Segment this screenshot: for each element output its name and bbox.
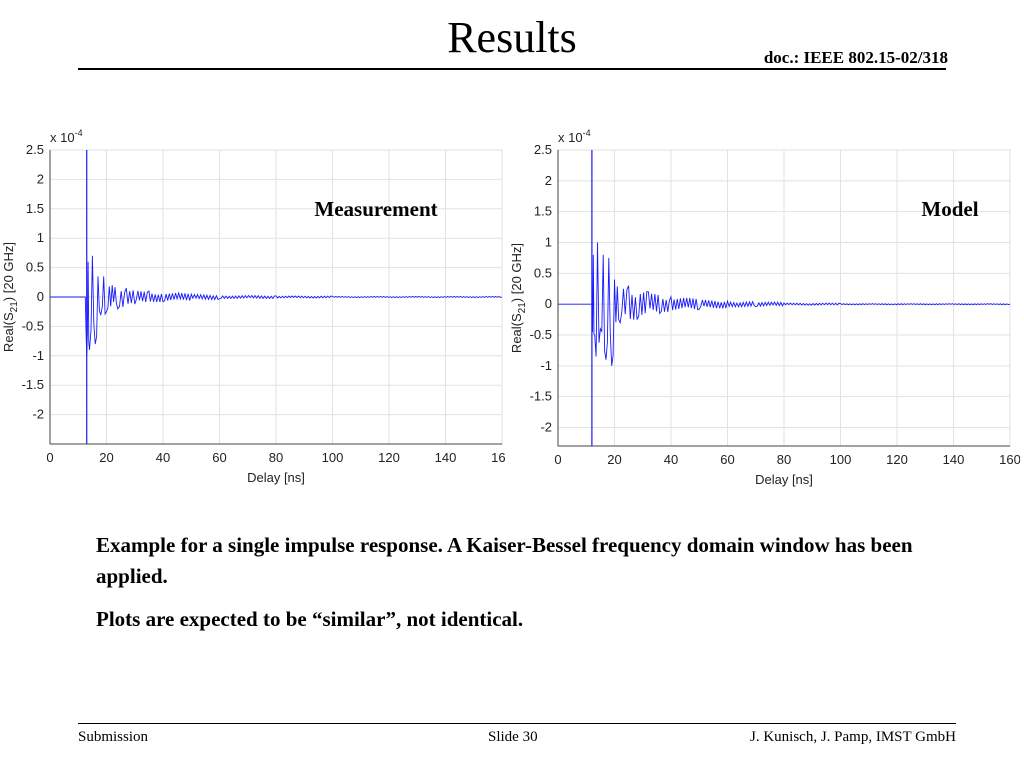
paragraph-2: Plots are expected to be “similar”, not … [96, 607, 524, 631]
x-tick-label: 140 [435, 450, 457, 465]
x-tick-label: 100 [322, 450, 344, 465]
footer-slide-number: Slide 30 [488, 729, 538, 745]
x-tick-label: 0 [554, 452, 561, 467]
x-tick-label: 80 [269, 450, 283, 465]
y-tick-label: 1.5 [26, 201, 44, 216]
measurement-chart: 0 20 40 60 80 100 120 140 160 2.5 2 1.5 1 0.5 0 -0.5 -1 -… [1, 128, 506, 485]
x-tick-label: 60 [212, 450, 226, 465]
series-line [558, 242, 1011, 366]
x-tick-label: 60 [720, 452, 734, 467]
paragraph-1: Example for a single impulse response. A… [96, 533, 913, 588]
y-tick-label: -0.5 [22, 318, 44, 333]
y-axis-label: Real(S21) [20 GHz] [509, 243, 528, 353]
axis-exponent: x 10-4 [50, 128, 83, 145]
footer-authors: J. Kunisch, J. Pamp, IMST GmbH [750, 729, 956, 745]
y-tick-label: 2.5 [534, 142, 552, 157]
model-chart: 0 20 40 60 80 100 120 140 160 2.5 2 1.5 1 0.5 0 -0.5 -1 -… [509, 128, 1020, 487]
footer-rule [78, 723, 956, 724]
y-tick-label: 2 [545, 173, 552, 188]
y-tick-label: -2 [540, 420, 552, 435]
y-tick-label: 0.5 [26, 260, 44, 275]
y-tick-label: 0.5 [534, 265, 552, 280]
footer-submission: Submission [78, 729, 149, 745]
x-tick-label: 100 [830, 452, 852, 467]
axis-exponent: x 10-4 [558, 128, 591, 145]
y-tick-label: 2 [37, 171, 44, 186]
x-tick-label: 160 [999, 452, 1020, 467]
y-tick-label: 0 [37, 289, 44, 304]
x-tick-label: 120 [886, 452, 908, 467]
y-tick-label: -2 [32, 407, 44, 422]
x-tick-label: 80 [777, 452, 791, 467]
x-tick-label: 40 [664, 452, 678, 467]
x-axis-label: Delay [ns] [247, 470, 305, 485]
slide-title: Results [447, 13, 577, 62]
x-tick-label: 40 [156, 450, 170, 465]
header-rule [78, 68, 946, 70]
y-tick-label: -1 [32, 348, 44, 363]
x-tick-label: 160 [491, 450, 506, 465]
body-text: Example for a single impulse response. A… [96, 530, 936, 647]
y-tick-label: 1 [37, 230, 44, 245]
y-tick-label: -0.5 [530, 327, 552, 342]
document-id: doc.: IEEE 802.15-02/318 [763, 48, 948, 67]
x-tick-label: 20 [607, 452, 621, 467]
x-tick-label: 0 [46, 450, 53, 465]
y-axis-label: Real(S21) [20 GHz] [1, 242, 20, 352]
x-tick-label: 140 [943, 452, 965, 467]
plot-annotation: Measurement [314, 197, 437, 221]
y-tick-label: -1.5 [530, 389, 552, 404]
x-tick-label: 120 [378, 450, 400, 465]
plot-annotation: Model [921, 197, 978, 221]
model-plot: 0 20 40 60 80 100 120 140 160 2.5 2 1.5 1 0.5 0 -0.5 -1 -… [506, 124, 1020, 496]
measurement-plot: 0 20 40 60 80 100 120 140 160 2.5 2 1.5 1 0.5 0 -0.5 -1 -… [0, 124, 506, 496]
y-tick-label: 1 [545, 235, 552, 250]
x-tick-label: 20 [99, 450, 113, 465]
y-tick-label: 1.5 [534, 204, 552, 219]
y-tick-label: 2.5 [26, 142, 44, 157]
y-tick-label: -1.5 [22, 377, 44, 392]
y-tick-label: -1 [540, 358, 552, 373]
series-line [50, 255, 503, 356]
x-axis-label: Delay [ns] [755, 472, 813, 487]
y-tick-label: 0 [545, 296, 552, 311]
